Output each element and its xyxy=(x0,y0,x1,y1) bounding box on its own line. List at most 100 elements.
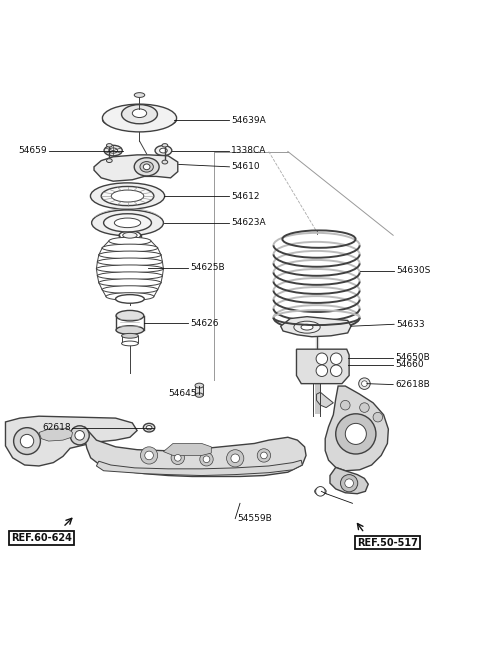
Circle shape xyxy=(345,424,366,444)
Text: 54630S: 54630S xyxy=(396,266,431,275)
Ellipse shape xyxy=(99,251,161,259)
Text: REF.60-624: REF.60-624 xyxy=(11,533,72,543)
Ellipse shape xyxy=(96,265,163,273)
Circle shape xyxy=(330,353,342,365)
Circle shape xyxy=(361,381,367,387)
Polygon shape xyxy=(330,467,368,494)
Ellipse shape xyxy=(116,295,144,303)
Ellipse shape xyxy=(97,272,162,279)
Circle shape xyxy=(373,412,383,422)
Ellipse shape xyxy=(146,426,152,430)
Ellipse shape xyxy=(121,341,138,346)
Ellipse shape xyxy=(104,145,122,156)
Ellipse shape xyxy=(102,104,177,132)
Circle shape xyxy=(141,447,157,464)
Circle shape xyxy=(231,454,240,463)
Text: 62618B: 62618B xyxy=(395,380,430,389)
Polygon shape xyxy=(96,460,302,475)
Ellipse shape xyxy=(109,237,151,245)
Ellipse shape xyxy=(195,383,204,388)
Polygon shape xyxy=(325,386,388,471)
Circle shape xyxy=(316,365,327,377)
Polygon shape xyxy=(281,316,351,337)
Text: 54610: 54610 xyxy=(231,162,260,171)
Ellipse shape xyxy=(92,210,163,236)
Ellipse shape xyxy=(114,218,141,228)
Ellipse shape xyxy=(101,187,154,206)
Text: 54625B: 54625B xyxy=(190,263,225,272)
Polygon shape xyxy=(317,393,333,408)
Text: 54645: 54645 xyxy=(168,389,197,398)
Circle shape xyxy=(75,430,84,440)
Circle shape xyxy=(174,455,181,461)
Polygon shape xyxy=(39,428,72,441)
Ellipse shape xyxy=(116,310,144,321)
Ellipse shape xyxy=(144,424,155,432)
Ellipse shape xyxy=(121,334,138,338)
Circle shape xyxy=(345,479,353,487)
Text: 54623A: 54623A xyxy=(231,218,266,227)
Ellipse shape xyxy=(132,109,147,118)
Circle shape xyxy=(171,451,184,465)
Text: 54559B: 54559B xyxy=(237,514,272,523)
Ellipse shape xyxy=(162,144,168,147)
Ellipse shape xyxy=(111,190,144,202)
Ellipse shape xyxy=(134,93,145,97)
Ellipse shape xyxy=(106,293,154,301)
Ellipse shape xyxy=(107,144,112,147)
Circle shape xyxy=(330,365,342,377)
Text: 54659: 54659 xyxy=(18,146,47,155)
Text: REF.50-517: REF.50-517 xyxy=(357,538,418,547)
Ellipse shape xyxy=(294,321,320,333)
Text: 54650B: 54650B xyxy=(395,354,430,362)
Ellipse shape xyxy=(119,231,141,240)
Text: 54660: 54660 xyxy=(395,360,424,369)
Text: 62618: 62618 xyxy=(42,423,71,432)
Ellipse shape xyxy=(104,214,152,232)
Circle shape xyxy=(13,428,40,455)
Polygon shape xyxy=(297,349,349,384)
Circle shape xyxy=(227,449,244,467)
Polygon shape xyxy=(195,385,203,395)
Ellipse shape xyxy=(102,286,157,293)
Text: 54633: 54633 xyxy=(396,320,425,329)
Circle shape xyxy=(340,475,358,492)
Ellipse shape xyxy=(301,324,313,330)
Ellipse shape xyxy=(99,279,161,287)
Circle shape xyxy=(336,414,376,454)
Text: 54639A: 54639A xyxy=(231,116,266,125)
Polygon shape xyxy=(5,416,137,466)
Circle shape xyxy=(70,426,89,445)
Ellipse shape xyxy=(109,148,118,153)
Polygon shape xyxy=(94,155,178,181)
Ellipse shape xyxy=(134,158,159,176)
Ellipse shape xyxy=(159,148,167,153)
Ellipse shape xyxy=(195,393,203,397)
Circle shape xyxy=(316,353,327,365)
Circle shape xyxy=(203,456,210,463)
Ellipse shape xyxy=(123,232,137,238)
Text: 54612: 54612 xyxy=(231,191,260,201)
Circle shape xyxy=(360,402,369,412)
Polygon shape xyxy=(163,444,211,455)
Ellipse shape xyxy=(140,162,154,172)
Ellipse shape xyxy=(162,160,168,164)
Text: 1338CA: 1338CA xyxy=(231,146,267,155)
Ellipse shape xyxy=(121,105,157,124)
Text: 54626: 54626 xyxy=(190,319,219,328)
Ellipse shape xyxy=(107,159,112,163)
Ellipse shape xyxy=(116,326,144,334)
Circle shape xyxy=(145,451,154,459)
Polygon shape xyxy=(84,427,306,477)
Ellipse shape xyxy=(102,244,157,252)
Ellipse shape xyxy=(144,164,150,169)
Circle shape xyxy=(316,487,325,496)
Circle shape xyxy=(261,452,267,459)
Ellipse shape xyxy=(97,258,162,265)
Circle shape xyxy=(20,434,34,448)
Circle shape xyxy=(359,378,370,389)
Ellipse shape xyxy=(155,146,172,156)
Circle shape xyxy=(257,449,271,462)
Ellipse shape xyxy=(90,183,165,209)
Circle shape xyxy=(340,401,350,410)
